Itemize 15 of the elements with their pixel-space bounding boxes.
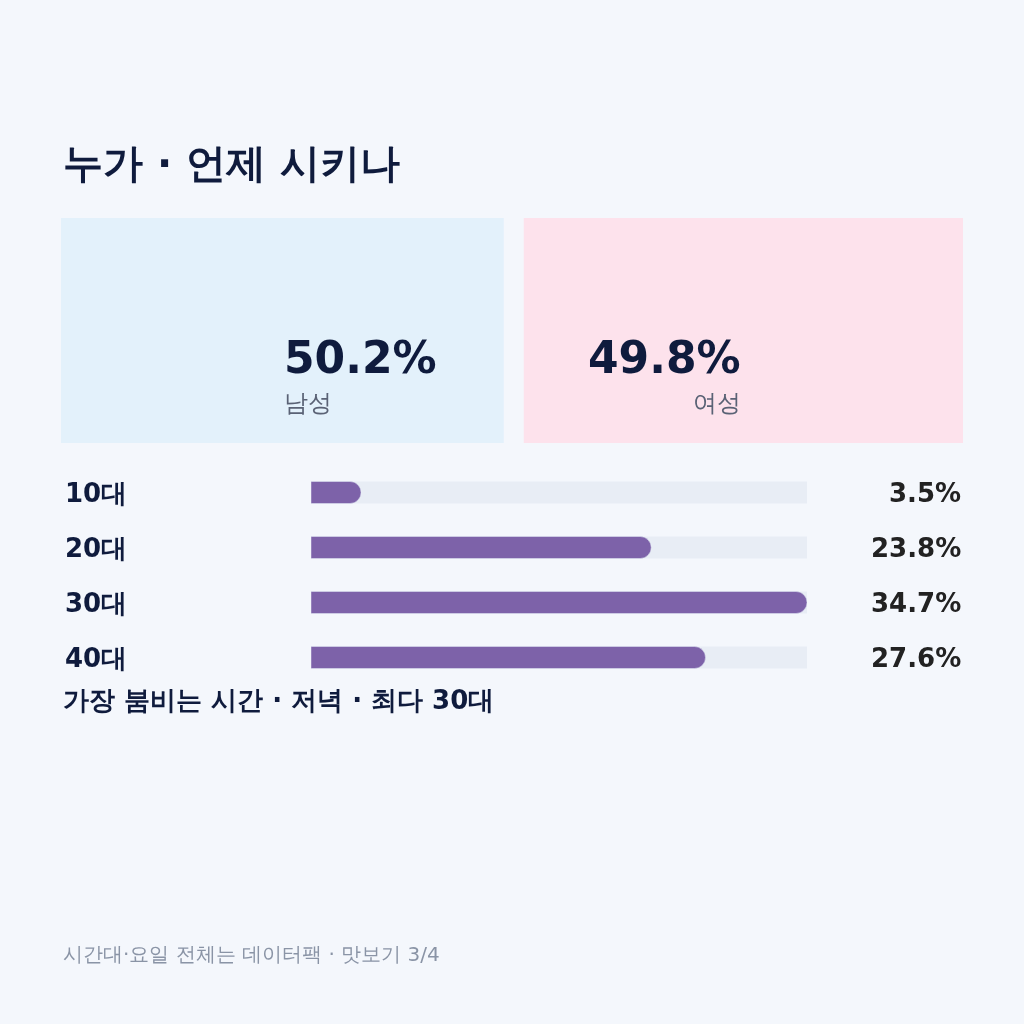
data-label: 3.5% — [889, 478, 962, 508]
data-label: 23.8% — [871, 533, 962, 563]
data-label: 27.6% — [871, 643, 962, 673]
text: 누가 · 언제 시키나 — [63, 140, 400, 186]
text: 시간대·요일 전체는 데이터팩 · 맛보기 3/4 — [63, 942, 440, 966]
data-label: 34.7% — [871, 588, 962, 618]
data-label: 49.8% — [588, 332, 741, 383]
annotation: 가장 붐비는 시간 · 저녁 · 최다 30대 — [63, 685, 495, 715]
y-tick-label: 30대 — [65, 587, 128, 618]
y-tick-label: 10대 — [65, 477, 128, 508]
y-tick-label: 40대 — [65, 642, 128, 673]
category-label: 남성 — [284, 389, 332, 417]
data-label: 50.2% — [284, 332, 437, 383]
category-label: 여성 — [693, 389, 741, 417]
y-tick-label: 20대 — [65, 532, 128, 563]
